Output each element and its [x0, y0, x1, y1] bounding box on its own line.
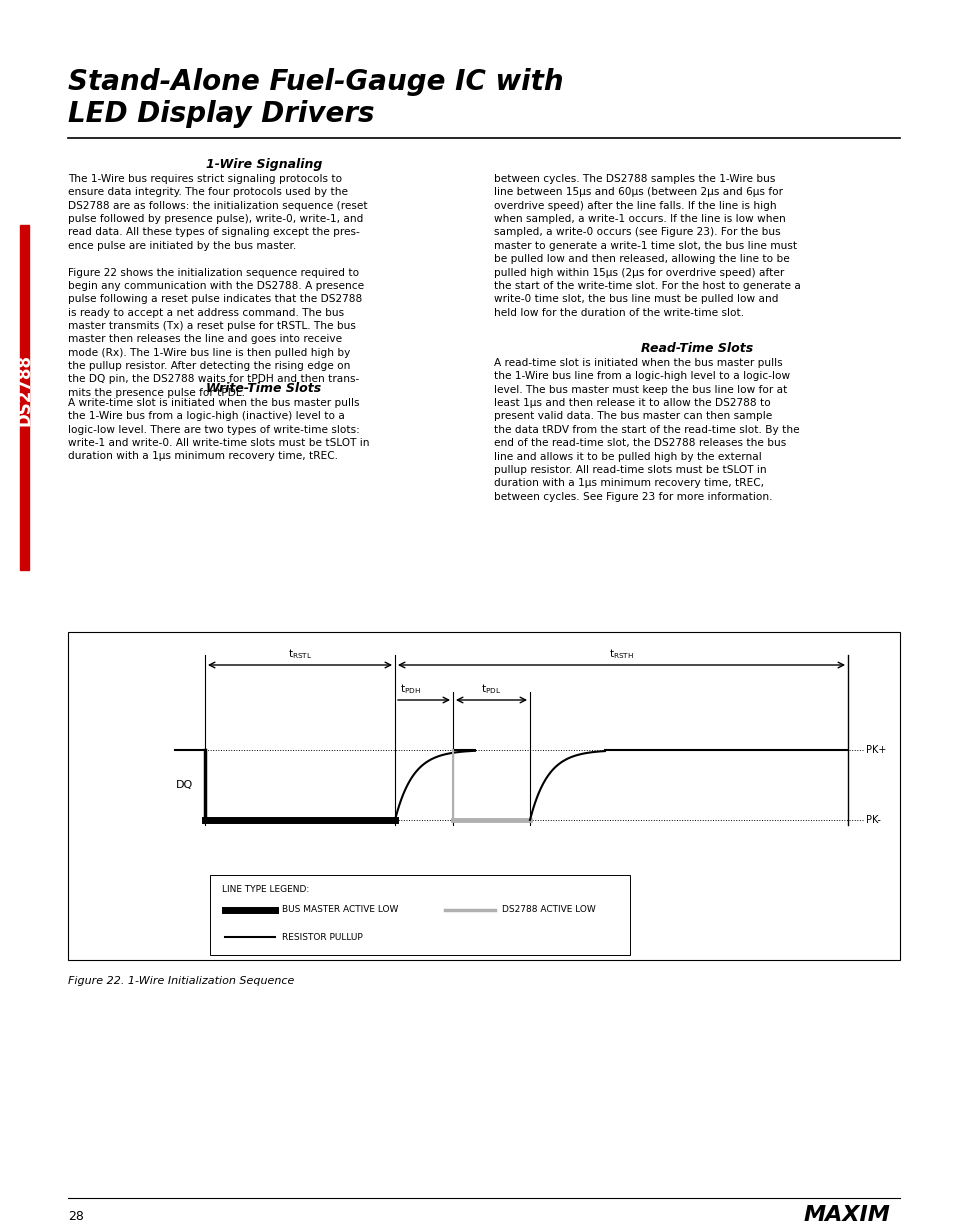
Text: Write-Time Slots: Write-Time Slots [206, 382, 321, 395]
Text: 28: 28 [68, 1210, 84, 1223]
Bar [68, 632, 899, 960]
Text: PK-: PK- [865, 815, 880, 825]
Text: LED Display Drivers: LED Display Drivers [68, 99, 375, 128]
Text: The 1-Wire bus requires strict signaling protocols to
ensure data integrity. The: The 1-Wire bus requires strict signaling… [68, 174, 367, 398]
Text: Figure 22. 1-Wire Initialization Sequence: Figure 22. 1-Wire Initialization Sequenc… [68, 975, 294, 987]
Text: DS2788 ACTIVE LOW: DS2788 ACTIVE LOW [501, 906, 595, 914]
Text: BUS MASTER ACTIVE LOW: BUS MASTER ACTIVE LOW [282, 906, 398, 914]
Text: Stand-Alone Fuel-Gauge IC with: Stand-Alone Fuel-Gauge IC with [68, 67, 563, 96]
Bar [210, 875, 629, 955]
Text: LINE TYPE LEGEND:: LINE TYPE LEGEND: [222, 885, 309, 894]
Text: t$_{\rm PDH}$: t$_{\rm PDH}$ [399, 682, 420, 696]
Text: Read-Time Slots: Read-Time Slots [640, 342, 752, 355]
Text: A write-time slot is initiated when the bus master pulls
the 1-Wire bus from a l: A write-time slot is initiated when the … [68, 398, 369, 461]
Text: DQ: DQ [175, 780, 193, 790]
Text: 1-Wire Signaling: 1-Wire Signaling [206, 158, 322, 171]
Text: t$_{\rm RSTH}$: t$_{\rm RSTH}$ [608, 647, 634, 661]
Text: t$_{\rm RSTL}$: t$_{\rm RSTL}$ [288, 647, 312, 661]
Text: between cycles. The DS2788 samples the 1-Wire bus
line between 15μs and 60μs (be: between cycles. The DS2788 samples the 1… [494, 174, 800, 318]
Text: PK+: PK+ [865, 745, 885, 755]
Text: A read-time slot is initiated when the bus master pulls
the 1-Wire bus line from: A read-time slot is initiated when the b… [494, 358, 799, 502]
Text: MAXIM: MAXIM [802, 1205, 889, 1225]
Text: t$_{\rm PDL}$: t$_{\rm PDL}$ [481, 682, 501, 696]
Text: DS2788: DS2788 [15, 355, 33, 426]
Text: RESISTOR PULLUP: RESISTOR PULLUP [282, 933, 362, 941]
Bar [20, 225, 29, 571]
